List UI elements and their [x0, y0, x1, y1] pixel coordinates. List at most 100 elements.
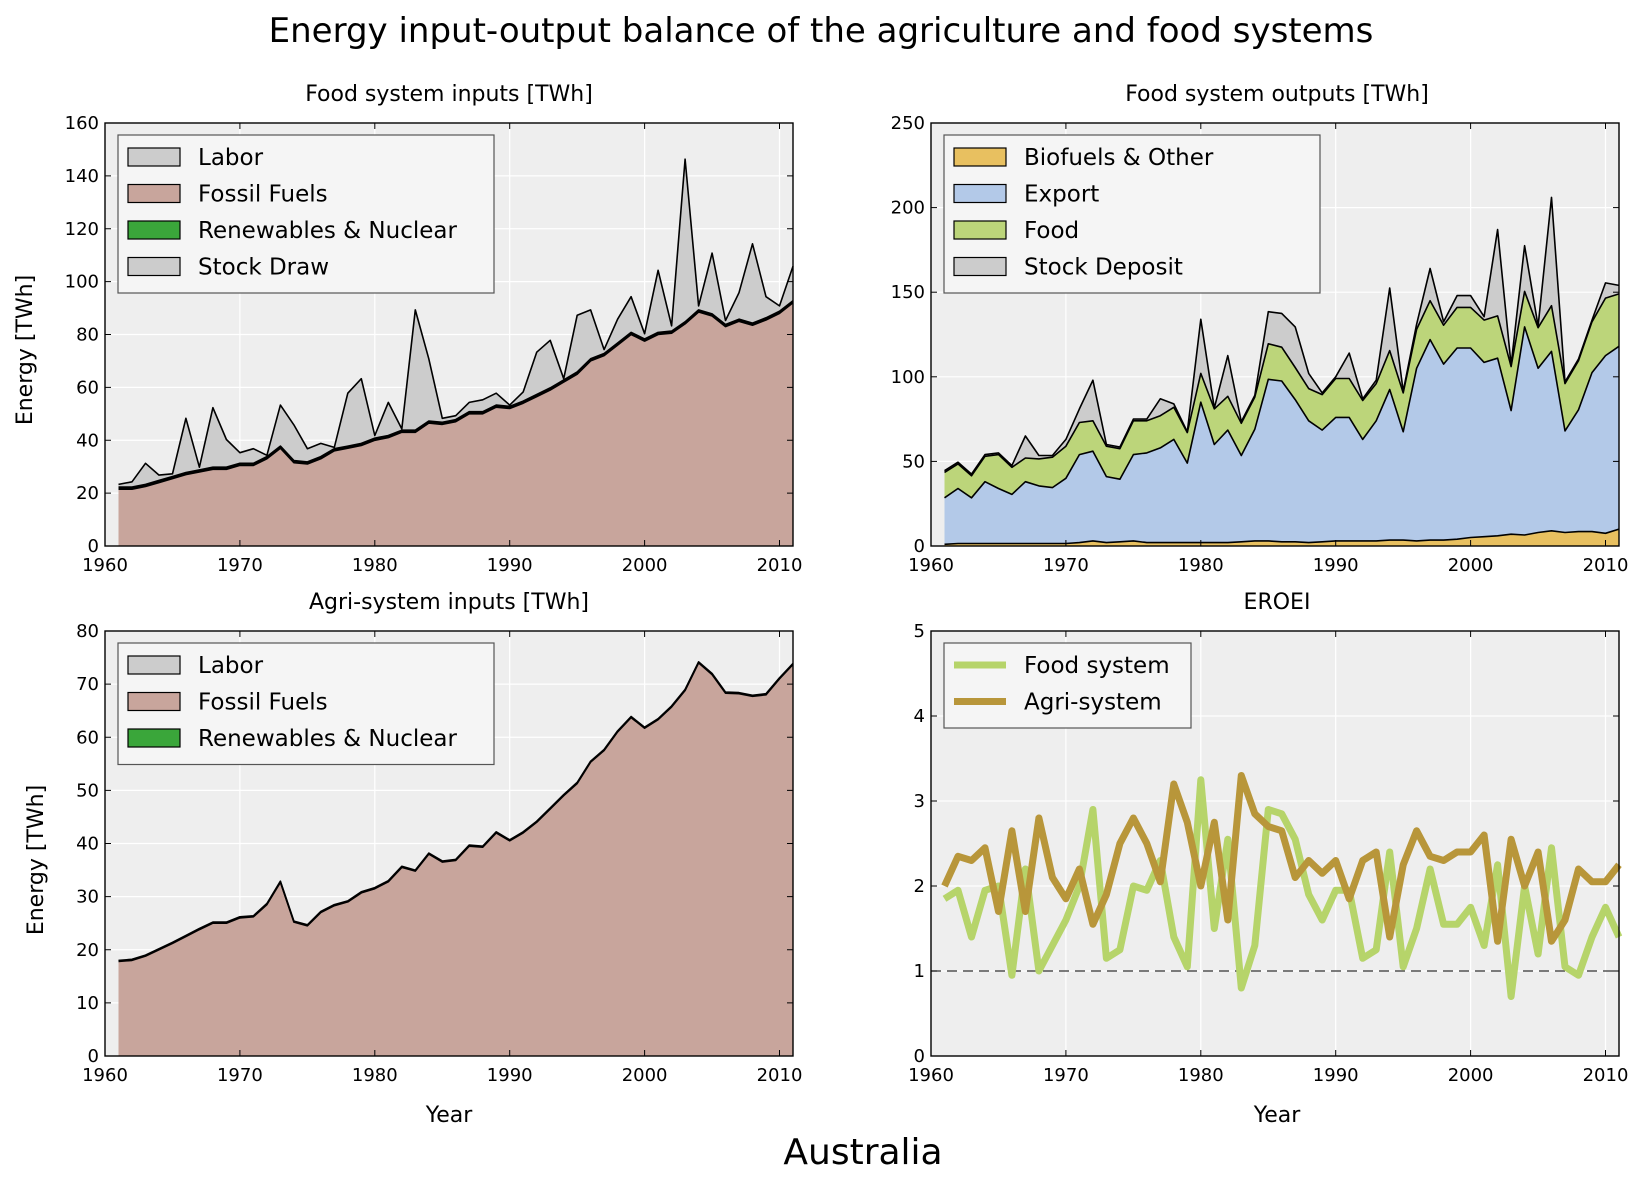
edge-fossil-fuels: [118, 302, 794, 490]
legend-swatch-food: [953, 220, 1007, 240]
y-tick-label: 10: [76, 993, 99, 1014]
legend-label-renewables-and-nuclear: Renewables & Nuclear: [198, 726, 457, 752]
y-tick-label: 1: [914, 961, 925, 982]
x-tick-label: 2000: [1448, 555, 1494, 576]
y-tick-label: 100: [891, 367, 925, 388]
legend-swatch-fossil-fuels: [127, 183, 181, 204]
y-axis-label-top: Energy [TWh]: [13, 275, 38, 425]
legend-swatch-stock-draw: [127, 256, 181, 277]
x-tick-label: 1990: [1313, 1065, 1359, 1086]
area-export: [944, 326, 1619, 545]
line-agri-system: [941, 772, 1622, 945]
legend-label-labor: Labor: [198, 145, 264, 171]
y-tick-label: 0: [88, 1046, 99, 1067]
legend-swatch-labor: [127, 147, 181, 167]
y-tick-label: 30: [76, 887, 99, 908]
panel-title: Agri-system inputs [TWh]: [309, 590, 589, 615]
plot-area: 1960 1970 1980 1990 2000 2010 0 50 100 150 200 250 B…: [891, 113, 1629, 576]
y-tick-label: 5: [914, 621, 925, 642]
figure-title: Energy input-output balance of the agric…: [269, 11, 1374, 51]
y-tick-label: 40: [76, 430, 99, 451]
plot-area: 1960 1970 1980 1990 2000 2010 0 1 2 3 4 5 Food syste…: [908, 621, 1628, 1086]
x-tick-label: 2010: [757, 555, 803, 576]
legend-swatch-labor: [127, 655, 181, 675]
legend: Labor Fossil Fuels Renewables & Nuclear Sto…: [117, 134, 495, 294]
x-tick-label: 2010: [757, 1065, 803, 1086]
area-fossil-fuels: [118, 662, 793, 1056]
legend-swatch-renewables-and-nuclear: [127, 728, 181, 748]
x-tick-label: 1960: [908, 1065, 954, 1086]
y-tick-label: 150: [891, 282, 925, 303]
y-tick-label: 80: [76, 621, 99, 642]
x-tick-label: 2010: [1583, 555, 1629, 576]
y-tick-label: 140: [65, 166, 99, 187]
x-tick-label: 2000: [622, 1065, 668, 1086]
axes-frame: [930, 122, 1620, 547]
edge-stock-deposit: [944, 196, 1620, 475]
edge-food: [944, 290, 1620, 477]
legend-label-food: Food: [1024, 218, 1079, 244]
y-tick-label: 0: [914, 1046, 925, 1067]
edge-labor: [118, 661, 794, 962]
x-tick-label: 2000: [622, 555, 668, 576]
panel-eroei: EROEI 1960 1970 1980 1990 2000 2010 0 1 2 3 4 5 Food…: [908, 590, 1628, 1128]
panel-title: Food system outputs [TWh]: [1125, 82, 1429, 107]
x-tick-label: 1980: [352, 1065, 398, 1086]
x-tick-label: 1990: [1313, 555, 1359, 576]
legend-swatch-renewables-and-nuclear: [127, 220, 181, 240]
y-tick-label: 250: [891, 113, 925, 134]
plot-area: 1960 1970 1980 1990 2000 2010 0 10 20 30 40 50 60 70 8…: [76, 621, 802, 1086]
legend-swatch-stock-deposit: [953, 256, 1007, 277]
legend-swatch-fossil-fuels: [127, 691, 181, 712]
legend: Food system Agri-system: [943, 642, 1192, 729]
x-axis-label: Year: [425, 1103, 474, 1128]
edge-biofuels-and-other: [944, 528, 1620, 546]
panel-title: EROEI: [1244, 590, 1311, 615]
panel-food-outputs: Food system outputs [TWh] 1960 1970 1980 19…: [891, 82, 1629, 576]
legend-label-biofuels-and-other: Biofuels & Other: [1024, 145, 1214, 171]
y-tick-label: 0: [914, 536, 925, 557]
x-tick-label: 1970: [217, 555, 263, 576]
legend-label-renewables-and-nuclear: Renewables & Nuclear: [198, 218, 457, 244]
legend-box: [117, 642, 495, 766]
area-biofuels-and-other: [944, 529, 1619, 546]
x-tick-label: 1990: [487, 555, 533, 576]
x-axis-label: Year: [1253, 1103, 1302, 1128]
panel-food-inputs: Food system inputs [TWh] 1960 1970 1980 199…: [65, 82, 803, 576]
plot-area: 1960 1970 1980 1990 2000 2010 0 20 40 60 80 100 120 1…: [65, 113, 803, 576]
area-food: [944, 291, 1619, 498]
legend-label-fossil-fuels: Fossil Fuels: [198, 690, 328, 716]
y-tick-label: 60: [76, 727, 99, 748]
x-tick-label: 1960: [82, 1065, 128, 1086]
x-tick-label: 1960: [908, 555, 954, 576]
line-food-system: [942, 776, 1623, 1000]
y-tick-label: 20: [76, 483, 99, 504]
x-tick-label: 2000: [1448, 1065, 1494, 1086]
y-tick-label: 50: [76, 780, 99, 801]
y-tick-label: 20: [76, 940, 99, 961]
y-tick-label: 60: [76, 377, 99, 398]
x-tick-label: 1980: [352, 555, 398, 576]
x-tick-label: 1970: [1043, 1065, 1089, 1086]
legend-label-agri-system: Agri-system: [1024, 690, 1162, 716]
legend-swatch-biofuels-and-other: [953, 147, 1007, 167]
y-tick-label: 160: [65, 113, 99, 134]
x-tick-label: 1980: [1178, 555, 1224, 576]
area-stock-draw: [118, 159, 793, 487]
edge-export: [944, 326, 1620, 499]
legend: Biofuels & Other Export Food Stock Deposit: [943, 134, 1321, 294]
legend: Labor Fossil Fuels Renewables & Nuclear: [117, 642, 495, 766]
x-tick-label: 1970: [1043, 555, 1089, 576]
country-label: Australia: [783, 1132, 942, 1173]
legend-box: [943, 642, 1192, 729]
legend-swatch-export: [953, 183, 1007, 204]
y-tick-label: 3: [914, 791, 925, 812]
edge-labor: [118, 300, 794, 488]
x-tick-label: 1990: [487, 1065, 533, 1086]
legend-label-food-system: Food system: [1024, 653, 1170, 679]
y-tick-label: 0: [88, 536, 99, 557]
area-fossil-fuels: [118, 302, 793, 546]
y-tick-label: 80: [76, 325, 99, 346]
y-tick-label: 200: [891, 198, 925, 219]
